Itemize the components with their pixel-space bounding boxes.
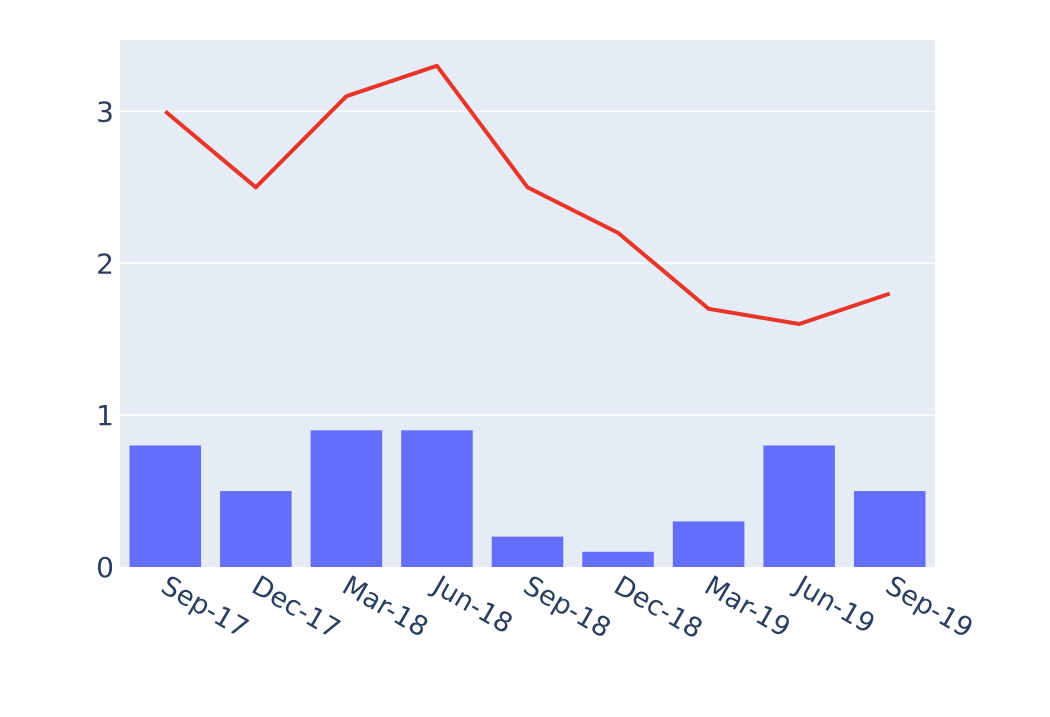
x-tick-label: Sep-17 [156, 570, 254, 644]
y-tick-label: 2 [96, 247, 114, 280]
x-tick-label: Sep-19 [880, 570, 978, 644]
y-tick-label: 1 [96, 399, 114, 432]
gridlines [120, 110, 935, 416]
line-trace [164, 63, 891, 326]
x-tick-label: Jun-18 [426, 569, 518, 640]
bar-series [129, 430, 926, 567]
x-tick-label: Jun-19 [788, 569, 880, 640]
x-tick-label: Sep-18 [518, 570, 616, 644]
bar-jun-19 [763, 445, 835, 567]
bar-jun-18 [401, 430, 473, 567]
bar-mar-19 [672, 521, 745, 567]
bar-sep-18 [491, 536, 564, 567]
bar-sep-17 [129, 445, 202, 567]
y-tick-label: 0 [96, 551, 114, 584]
x-tick-label: Dec-17 [246, 570, 345, 645]
bar-dec-17 [220, 491, 292, 567]
x-tick-label: Mar-19 [699, 570, 795, 644]
line-series [164, 63, 891, 326]
bar-dec-18 [582, 551, 654, 567]
y-tick-label: 3 [96, 95, 114, 128]
x-tick-label: Mar-18 [337, 570, 433, 644]
bar-sep-19 [853, 491, 926, 567]
y-axis-ticks: 0 1 2 3 [96, 95, 114, 584]
bar-mar-18 [310, 430, 383, 567]
x-tick-label: Dec-18 [609, 570, 708, 645]
